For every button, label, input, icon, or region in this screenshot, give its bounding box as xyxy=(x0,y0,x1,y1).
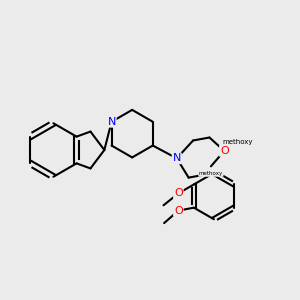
Text: O: O xyxy=(220,146,229,156)
Text: methoxy: methoxy xyxy=(199,171,223,176)
Text: methoxy: methoxy xyxy=(222,139,253,145)
Text: O: O xyxy=(174,206,183,216)
Text: N: N xyxy=(107,117,116,127)
Text: N: N xyxy=(172,153,181,163)
Text: O: O xyxy=(174,188,183,198)
